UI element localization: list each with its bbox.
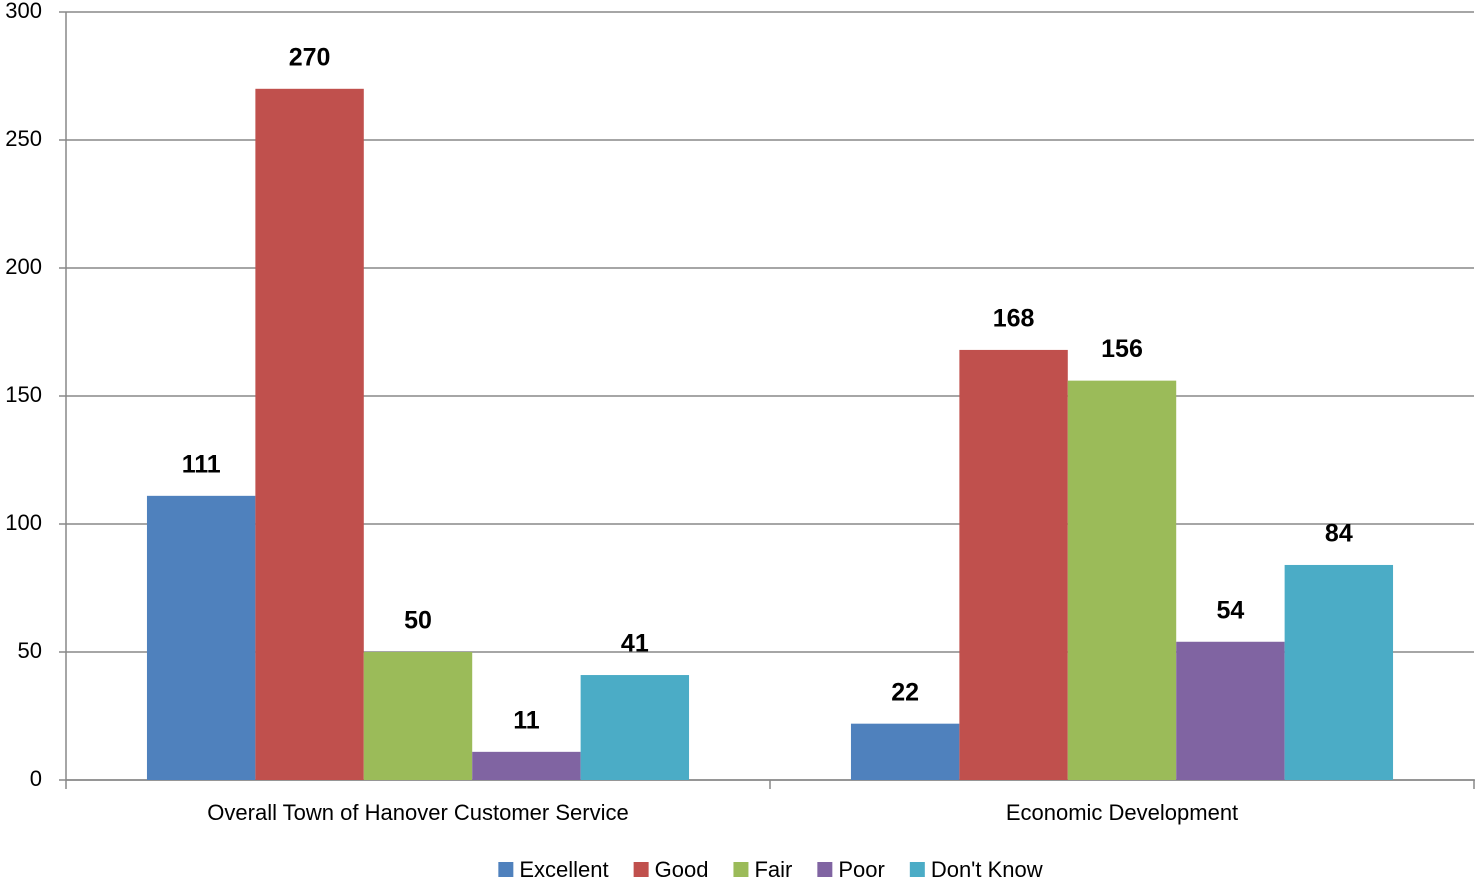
legend-label: Good	[655, 857, 709, 882]
legend-label: Don't Know	[931, 857, 1043, 882]
data-label: 11	[513, 706, 540, 734]
y-tick-label: 200	[5, 254, 42, 279]
x-tick-label: Overall Town of Hanover Customer Service	[207, 800, 628, 825]
bar	[1176, 641, 1285, 780]
data-label: 111	[182, 450, 221, 478]
y-tick-label: 150	[5, 382, 42, 407]
data-label: 22	[891, 678, 919, 706]
legend-label: Excellent	[519, 857, 608, 882]
y-tick-label: 0	[30, 766, 42, 791]
legend-label: Fair	[754, 857, 792, 882]
data-label: 54	[1217, 596, 1245, 624]
y-tick-label: 250	[5, 126, 42, 151]
data-label: 156	[1101, 335, 1143, 363]
bar	[850, 723, 960, 780]
legend-swatch	[733, 862, 749, 877]
x-tick-label: Economic Development	[1006, 800, 1238, 825]
bar	[580, 675, 690, 780]
legend-swatch	[633, 862, 649, 877]
legend-swatch	[909, 862, 925, 877]
bar	[255, 88, 364, 781]
data-label: 270	[289, 43, 331, 71]
data-label: 41	[621, 630, 649, 658]
y-tick-label: 50	[18, 638, 42, 663]
bar	[959, 349, 1068, 780]
bar	[1284, 564, 1394, 780]
data-label: 168	[993, 305, 1035, 333]
y-tick-label: 300	[5, 0, 42, 23]
legend-label: Poor	[838, 857, 884, 882]
bar	[146, 495, 256, 780]
bar	[472, 751, 581, 780]
y-tick-label: 100	[5, 510, 42, 535]
data-label: 50	[404, 607, 432, 635]
legend-swatch	[498, 862, 514, 877]
bar	[363, 652, 473, 780]
legend-swatch	[817, 862, 833, 877]
data-label: 84	[1325, 520, 1353, 548]
bar	[1067, 380, 1177, 780]
